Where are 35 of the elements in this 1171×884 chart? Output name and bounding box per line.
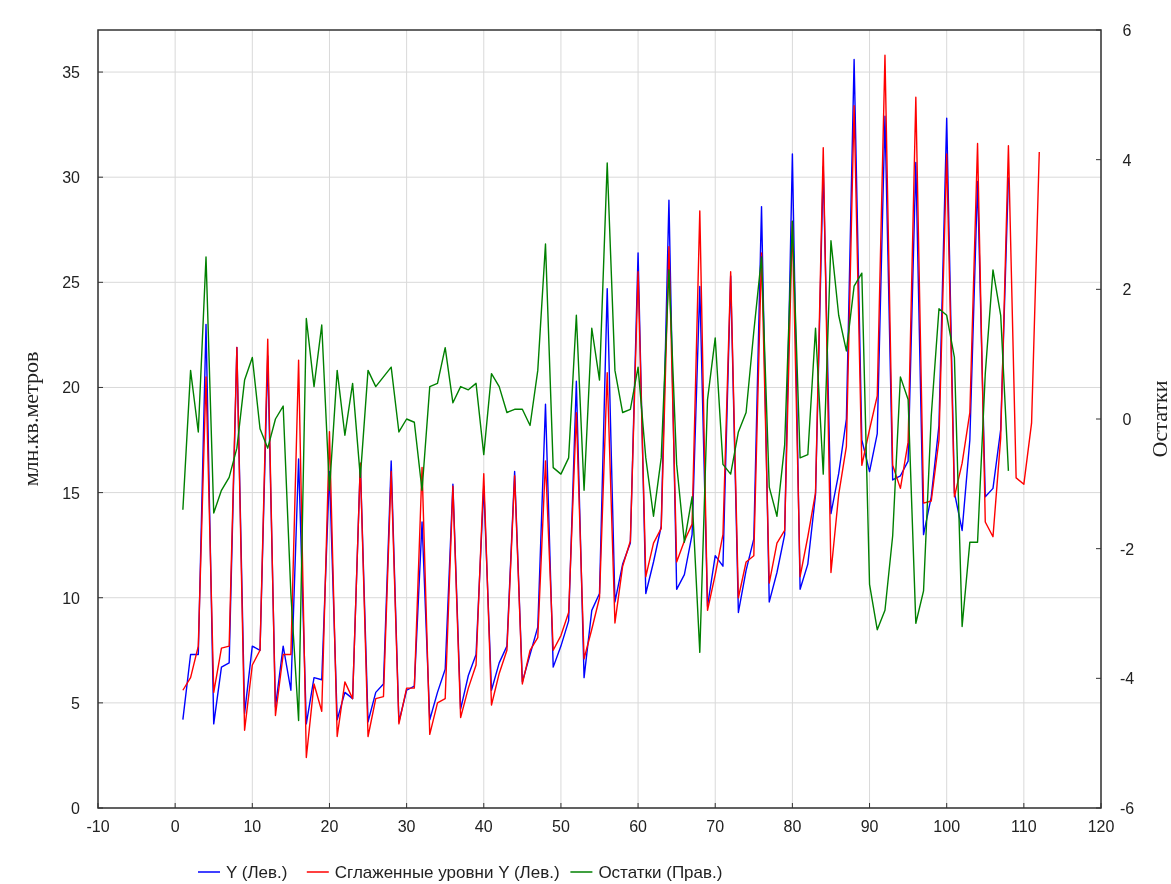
y2-axis-title: Остатки (1147, 380, 1171, 458)
x-tick-label: 20 (320, 818, 339, 835)
x-tick-label: 80 (783, 818, 802, 835)
y2-tick-label: 4 (1122, 151, 1132, 169)
x-tick-label: 90 (860, 818, 879, 835)
y-tick-label: 30 (62, 169, 81, 187)
y2-tick-label: 0 (1122, 411, 1132, 428)
y-tick-label: 10 (62, 589, 81, 607)
legend-label: Остатки (Прав.) (598, 863, 723, 882)
y-tick-label: 35 (62, 64, 81, 82)
x-tick-label: 60 (629, 818, 648, 835)
x-tick-label: -10 (86, 818, 110, 835)
y-tick-label: 25 (62, 274, 81, 292)
x-tick-label: 30 (397, 818, 416, 835)
line-series (182, 162, 1010, 722)
y2-tick-label: -4 (1119, 670, 1135, 688)
y-tick-label: 5 (71, 694, 81, 712)
legend-label: Y (Лев.) (226, 863, 288, 882)
x-tick-label: 110 (1011, 818, 1037, 835)
y2-tick-label: -6 (1119, 800, 1135, 817)
x-tick-label: 120 (1087, 818, 1115, 835)
x-tick-label: 0 (170, 818, 180, 835)
legend-label: Сглаженные уровни Y (Лев.) (334, 863, 560, 882)
y-tick-label: 20 (62, 379, 81, 397)
x-tick-label: 50 (552, 818, 570, 835)
y2-tick-label: 2 (1122, 281, 1132, 299)
x-tick-label: 70 (706, 818, 725, 835)
x-tick-label: 40 (474, 818, 493, 835)
x-tick-label: 100 (933, 818, 961, 835)
x-tick-label: 10 (243, 818, 262, 835)
y-tick-label: 15 (62, 484, 81, 502)
y-tick-label: 0 (71, 800, 81, 817)
y-axis-title: млн.кв.метров (18, 351, 43, 487)
y2-tick-label: -2 (1119, 540, 1135, 558)
y2-tick-label: 6 (1122, 22, 1132, 39)
